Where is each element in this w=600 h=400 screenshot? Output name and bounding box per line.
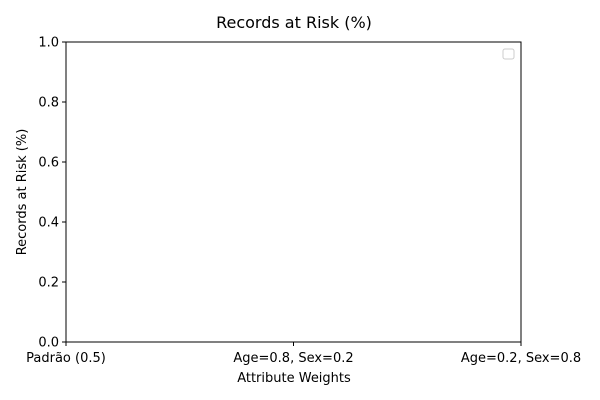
y-axis-ticks: 0.0 0.2 0.4 0.6 0.8 1.0 bbox=[38, 36, 66, 351]
plot-area bbox=[65, 41, 522, 343]
y-tick-label: 0.6 bbox=[38, 156, 59, 171]
legend-box bbox=[502, 48, 515, 60]
x-tick-label: Age=0.2, Sex=0.8 bbox=[461, 351, 581, 366]
chart-title: Records at Risk (%) bbox=[216, 13, 372, 32]
y-tick-label: 0.0 bbox=[38, 336, 59, 351]
x-axis-ticks: Padrão (0.5) Age=0.8, Sex=0.2 Age=0.2, Sex… bbox=[26, 342, 581, 366]
x-tick-label: Age=0.8, Sex=0.2 bbox=[233, 351, 353, 366]
y-tick-label: 1.0 bbox=[38, 36, 59, 51]
y-axis-label: Records at Risk (%) bbox=[15, 129, 30, 256]
y-tick-label: 0.4 bbox=[38, 216, 59, 231]
x-tick-label: Padrão (0.5) bbox=[26, 351, 106, 366]
y-tick-label: 0.8 bbox=[38, 96, 59, 111]
x-axis-label: Attribute Weights bbox=[237, 371, 351, 386]
y-tick-label: 0.2 bbox=[38, 276, 59, 291]
